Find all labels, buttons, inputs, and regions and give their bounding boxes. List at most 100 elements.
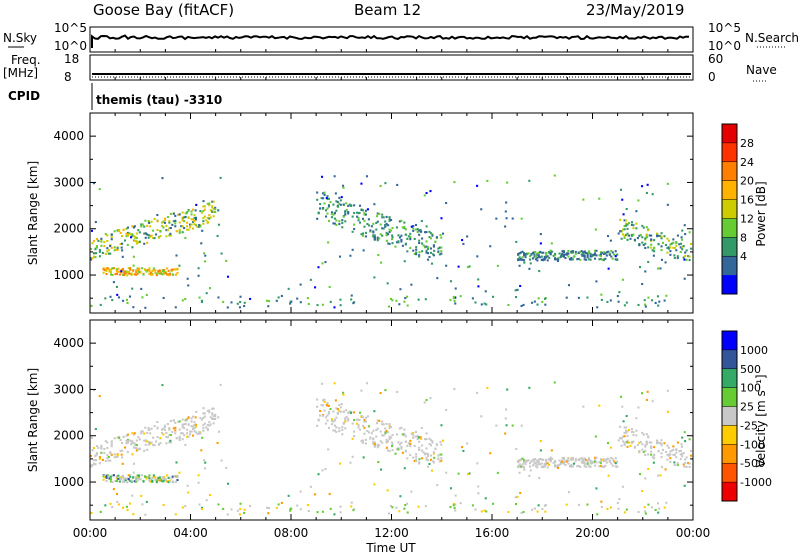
velocity-cell: [439, 441, 442, 444]
power-cell: [523, 261, 526, 264]
velocity-cell: [181, 432, 184, 435]
velocity-cell: [401, 451, 404, 454]
power-cell: [679, 242, 682, 245]
power-cell: [390, 218, 393, 221]
velocity-cell: [351, 422, 354, 425]
velocity-cell: [414, 435, 417, 438]
velocity-cell: [561, 457, 564, 460]
velocity-cell: [212, 422, 215, 425]
velocity-cell: [381, 423, 384, 426]
velocity-cell: [620, 444, 623, 447]
velocity-cell: [319, 414, 322, 417]
velocity-cell: [598, 461, 601, 464]
power-cell: [381, 234, 384, 237]
velocity-cell: [90, 454, 93, 457]
power-cell: [113, 249, 116, 252]
power-cell: [131, 287, 134, 290]
power-cell: [174, 306, 177, 309]
power-cell: [135, 240, 138, 243]
power-cell: [129, 272, 132, 275]
power-cell: [639, 233, 642, 236]
velocity-cell: [620, 437, 623, 440]
velocity-cell: [410, 490, 413, 493]
power-cell: [680, 238, 684, 241]
power-cell: [266, 299, 269, 302]
velocity-cell: [345, 415, 348, 418]
power-cell: [373, 237, 376, 241]
velocity-cell: [361, 424, 365, 427]
velocity-cell: [653, 457, 656, 460]
velocity-cell: [169, 480, 172, 483]
power-cell: [238, 306, 241, 309]
velocity-cell: [639, 440, 642, 443]
power-cell: [135, 236, 138, 240]
power-cell: [109, 273, 113, 276]
power-cell: [394, 245, 397, 248]
power-cell: [358, 204, 362, 207]
power-cell: [641, 224, 644, 227]
velocity-cell: [527, 459, 530, 462]
velocity-cell: [540, 462, 543, 465]
power-cell: [506, 181, 509, 184]
velocity-cell: [426, 454, 430, 457]
velocity-cell: [388, 424, 391, 427]
power-cell: [135, 270, 138, 273]
power-cell: [533, 300, 536, 303]
power-cell: [676, 234, 679, 237]
velocity-cell: [592, 460, 595, 463]
velocity-cell: [326, 402, 329, 405]
velocity-cell: [428, 443, 431, 446]
power-cell: [690, 242, 693, 245]
velocity-cell: [104, 440, 107, 443]
velocity-cell: [676, 463, 679, 467]
velocity-cell: [390, 436, 393, 439]
velocity-cell: [156, 436, 159, 439]
power-cell: [387, 233, 390, 236]
power-cell: [333, 212, 336, 215]
velocity-cell: [321, 469, 324, 472]
velocity-cell: [600, 500, 603, 503]
velocity-cell: [391, 506, 394, 509]
velocity-cell: [349, 461, 352, 464]
power-cell: [381, 216, 384, 219]
power-cell: [388, 216, 391, 219]
power-cell: [546, 255, 549, 258]
power-cell: [630, 221, 634, 224]
velocity-cell: [572, 462, 576, 465]
velocity-cell: [421, 449, 424, 452]
power-cell: [604, 257, 607, 260]
power-cell: [528, 267, 531, 270]
power-cell: [326, 195, 329, 198]
power-cell: [647, 296, 650, 299]
power-cell: [414, 223, 418, 226]
velocity-cell: [95, 444, 98, 448]
velocity-cell: [338, 409, 341, 412]
velocity-cell: [426, 453, 430, 456]
velocity-cell: [132, 476, 135, 479]
power-cell: [384, 225, 387, 228]
velocity-cell: [189, 433, 192, 436]
velocity-cell: [171, 430, 174, 433]
power-cell: [657, 267, 660, 270]
velocity-cell: [426, 465, 430, 468]
velocity-cell: [466, 473, 469, 476]
velocity-cell: [424, 453, 427, 456]
power-cell: [220, 252, 223, 255]
power-cell: [151, 273, 154, 276]
velocity-cell: [158, 476, 161, 479]
power-cell: [211, 210, 214, 214]
velocity-cell: [589, 459, 592, 462]
velocity-cell: [407, 442, 410, 445]
velocity-cell: [194, 423, 198, 426]
velocity-cell: [140, 430, 143, 433]
velocity-cell: [623, 435, 626, 438]
power-cell: [602, 252, 605, 255]
power-cell: [190, 210, 193, 213]
velocity-cell: [663, 442, 666, 445]
velocity-cell: [594, 435, 597, 438]
velocity-cell: [321, 510, 324, 513]
velocity-cell: [650, 450, 653, 453]
velocity-cell: [609, 446, 612, 449]
power-cell: [688, 255, 691, 258]
velocity-cell: [644, 444, 647, 447]
